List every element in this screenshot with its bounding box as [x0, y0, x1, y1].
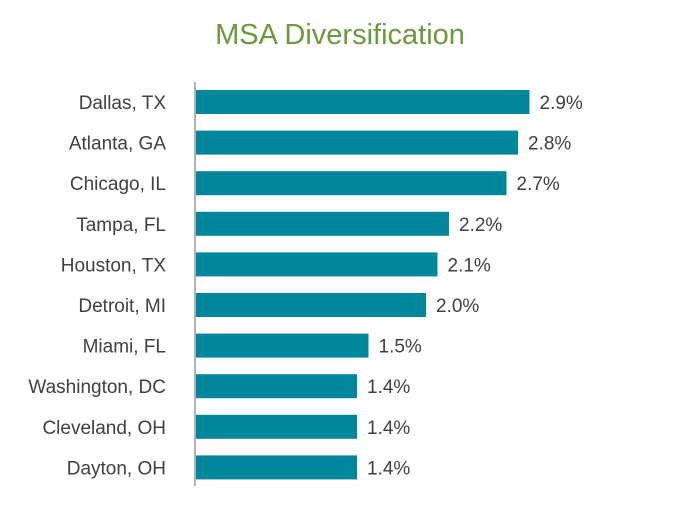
bar-5 [196, 293, 426, 317]
category-label-3: Tampa, FL [76, 215, 166, 236]
value-label-9: 1.4% [367, 458, 410, 479]
category-label-5: Detroit, MI [78, 296, 166, 317]
category-label-8: Cleveland, OH [42, 418, 166, 439]
bar-2 [196, 171, 507, 196]
value-label-0: 2.9% [540, 93, 583, 114]
value-label-7: 1.4% [367, 377, 410, 398]
category-label-2: Chicago, IL [70, 174, 166, 195]
category-label-6: Miami, FL [83, 337, 166, 358]
bars-layer [196, 90, 530, 480]
category-label-1: Atlanta, GA [69, 134, 166, 155]
value-label-6: 1.5% [379, 337, 422, 358]
value-label-2: 2.7% [517, 174, 560, 195]
bar-3 [196, 211, 449, 236]
value-label-5: 2.0% [436, 296, 479, 317]
value-labels-layer: 2.9% 2.8% 2.7% 2.2% 2.1% 2.0% 1.5% 1.4% 1.4% 1.4% [367, 93, 583, 479]
bar-7 [196, 374, 357, 399]
bar-8 [196, 414, 357, 439]
bar-1 [196, 130, 518, 155]
value-label-8: 1.4% [367, 418, 410, 439]
value-label-3: 2.2% [459, 215, 502, 236]
bar-9 [196, 455, 357, 480]
value-label-1: 2.8% [528, 134, 571, 155]
category-label-7: Washington, DC [28, 377, 166, 398]
bar-6 [196, 333, 369, 358]
bar-4 [196, 252, 438, 277]
category-labels-layer: Dallas, TX Atlanta, GA Chicago, IL Tampa, F… [28, 93, 166, 479]
category-label-0: Dallas, TX [79, 93, 167, 114]
bar-0 [196, 90, 530, 114]
value-label-4: 2.1% [448, 255, 491, 276]
category-label-9: Dayton, OH [67, 458, 166, 479]
category-label-4: Houston, TX [61, 255, 167, 276]
chart-title: MSA Diversification [215, 19, 465, 51]
